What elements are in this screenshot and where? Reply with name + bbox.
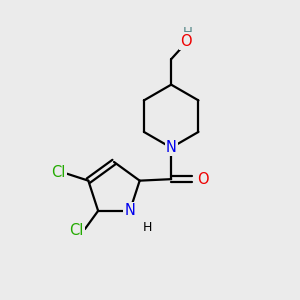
Text: N: N — [166, 140, 177, 155]
Text: H: H — [183, 26, 193, 39]
Text: N: N — [124, 203, 135, 218]
Text: H: H — [142, 221, 152, 234]
Text: Cl: Cl — [69, 223, 83, 238]
Text: O: O — [180, 34, 192, 49]
Text: O: O — [197, 172, 208, 187]
Text: N: N — [166, 140, 177, 155]
Text: Cl: Cl — [51, 165, 65, 180]
